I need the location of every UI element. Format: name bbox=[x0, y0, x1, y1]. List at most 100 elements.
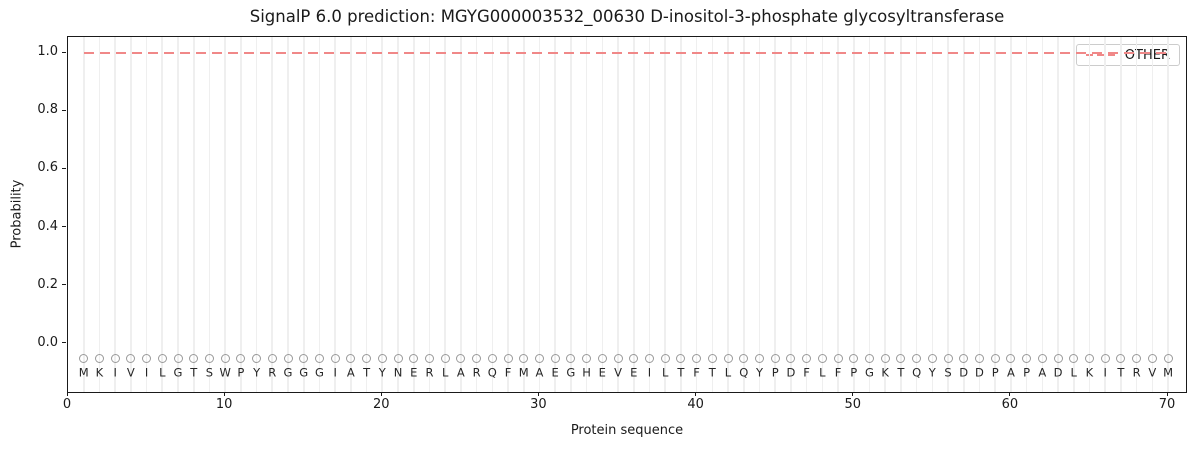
y-tick-label: 0.4 bbox=[37, 218, 58, 234]
residue-marker bbox=[1147, 354, 1157, 363]
gridline bbox=[1135, 37, 1138, 392]
gridline bbox=[475, 37, 478, 392]
gridline bbox=[617, 37, 619, 392]
residue-letter: M bbox=[518, 365, 529, 380]
residue-letter: T bbox=[1117, 365, 1125, 380]
residue-marker bbox=[142, 354, 152, 363]
residue-marker bbox=[424, 354, 434, 363]
residue-letter: L bbox=[1070, 365, 1077, 380]
residue-letter: P bbox=[237, 365, 245, 380]
y-tick-label: 0.8 bbox=[37, 102, 58, 118]
gridline bbox=[837, 37, 839, 392]
legend-label: OTHER bbox=[1124, 47, 1170, 63]
residue-letter: P bbox=[991, 365, 999, 380]
residue-marker bbox=[220, 354, 230, 363]
residue-marker bbox=[896, 354, 906, 363]
residue-letter: F bbox=[693, 365, 700, 380]
residue-marker bbox=[1022, 354, 1032, 363]
gridline bbox=[805, 37, 808, 392]
gridline bbox=[412, 37, 415, 392]
residue-marker bbox=[1006, 354, 1016, 363]
gridline bbox=[82, 37, 85, 392]
residue-letter: M bbox=[1163, 365, 1173, 380]
residue-letter: A bbox=[456, 365, 465, 380]
residue-marker bbox=[456, 354, 466, 363]
residue-letter: K bbox=[95, 365, 104, 380]
residue-letter: G bbox=[283, 365, 293, 380]
residue-marker bbox=[660, 354, 670, 363]
residue-letter: F bbox=[504, 365, 512, 380]
residue-marker bbox=[959, 354, 969, 363]
residue-letter: L bbox=[661, 365, 669, 380]
residue-letter: G bbox=[864, 365, 874, 380]
residue-marker bbox=[550, 354, 560, 363]
gridline bbox=[460, 37, 462, 392]
residue-marker bbox=[126, 354, 136, 363]
residue-letter: G bbox=[299, 365, 309, 380]
residue-letter: H bbox=[582, 365, 591, 380]
residue-marker bbox=[974, 354, 984, 363]
residue-marker bbox=[346, 354, 356, 363]
residue-letter: P bbox=[1023, 365, 1031, 380]
residue-marker bbox=[1116, 354, 1126, 363]
residue-marker bbox=[267, 354, 277, 363]
residue-letter: K bbox=[1085, 365, 1094, 380]
residue-marker bbox=[786, 354, 796, 363]
gridline bbox=[365, 37, 368, 392]
x-tick-mark bbox=[852, 392, 854, 396]
residue-marker bbox=[566, 354, 576, 363]
residue-marker bbox=[534, 354, 544, 363]
x-tick-label: 40 bbox=[687, 397, 704, 412]
residue-letter: E bbox=[551, 365, 559, 380]
gridline bbox=[428, 37, 431, 392]
residue-letter: R bbox=[425, 365, 434, 380]
residue-letter: I bbox=[144, 365, 149, 380]
gridline bbox=[1104, 37, 1106, 392]
gridline bbox=[1041, 37, 1044, 392]
residue-marker bbox=[833, 354, 843, 363]
gridline bbox=[601, 37, 604, 392]
gridline bbox=[1120, 37, 1122, 392]
residue-marker bbox=[252, 354, 262, 363]
residue-letter: Y bbox=[755, 365, 763, 380]
y-tick-label: 0.6 bbox=[37, 160, 58, 176]
residue-letter: T bbox=[363, 365, 371, 380]
residue-letter: L bbox=[724, 365, 732, 380]
residue-letter: I bbox=[113, 365, 117, 380]
residue-marker bbox=[157, 354, 167, 363]
gridline bbox=[1088, 37, 1091, 392]
gridline bbox=[1151, 37, 1154, 392]
legend-dash-sample bbox=[1085, 54, 1116, 56]
residue-letter: A bbox=[346, 365, 355, 380]
residue-marker bbox=[880, 354, 890, 363]
gridline bbox=[742, 37, 745, 392]
residue-marker bbox=[204, 354, 214, 363]
gridline bbox=[978, 37, 981, 392]
residue-letter: T bbox=[190, 365, 198, 380]
y-tick-label: 1.0 bbox=[37, 44, 58, 60]
x-tick-mark bbox=[380, 392, 382, 396]
y-tick-mark bbox=[62, 342, 66, 344]
residue-marker bbox=[503, 354, 513, 363]
gridline bbox=[884, 37, 886, 392]
gridline bbox=[397, 37, 399, 392]
residue-letter: Q bbox=[739, 365, 749, 380]
residue-marker bbox=[330, 354, 340, 363]
residue-marker bbox=[707, 354, 717, 363]
residue-marker bbox=[849, 354, 859, 363]
residue-marker bbox=[110, 354, 120, 363]
gridline bbox=[680, 37, 682, 392]
residue-marker bbox=[676, 354, 686, 363]
residue-marker bbox=[1132, 354, 1142, 363]
residue-marker bbox=[173, 354, 183, 363]
residue-letter: Y bbox=[928, 365, 936, 380]
gridline bbox=[522, 37, 525, 392]
residue-letter: T bbox=[677, 365, 685, 380]
residue-letter: E bbox=[630, 365, 638, 380]
residue-letter: F bbox=[803, 365, 810, 380]
x-axis-label: Protein sequence bbox=[570, 423, 684, 438]
gridline bbox=[758, 37, 761, 392]
y-tick-mark bbox=[62, 167, 66, 169]
residue-marker bbox=[927, 354, 937, 363]
residue-letter: Y bbox=[378, 365, 386, 380]
